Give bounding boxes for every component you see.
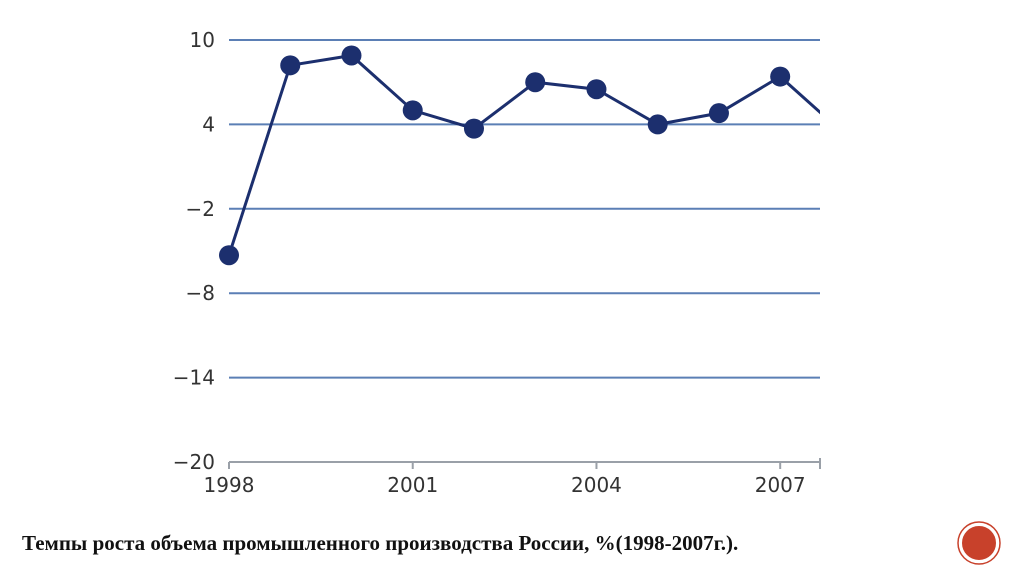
point [525,72,546,93]
caption: Темпы роста объема промышленного произво… [22,531,738,555]
plot-area [219,45,851,266]
point [280,55,301,76]
point [708,103,729,124]
y-tick-label: 10 [190,28,215,52]
y-tick-label: 4 [202,112,215,136]
decor-ring [957,521,1001,565]
x-tick-label: 2007 [755,473,806,497]
x-tick-label: 2001 [387,473,438,497]
point [770,66,791,87]
y-tick-label: −8 [186,281,215,305]
grid [228,39,821,469]
x-tick-label: 1998 [204,473,255,497]
point [341,45,362,66]
y-tick-label: −14 [173,366,215,390]
point [463,118,484,139]
y-tick-label: −20 [173,450,215,474]
point [831,121,851,141]
point [402,100,423,121]
y-tick-label: −2 [186,197,215,221]
point [586,79,607,100]
decor-icon [960,524,998,562]
point [219,245,239,266]
x-tick-label: 2004 [571,473,622,497]
point [647,114,668,135]
